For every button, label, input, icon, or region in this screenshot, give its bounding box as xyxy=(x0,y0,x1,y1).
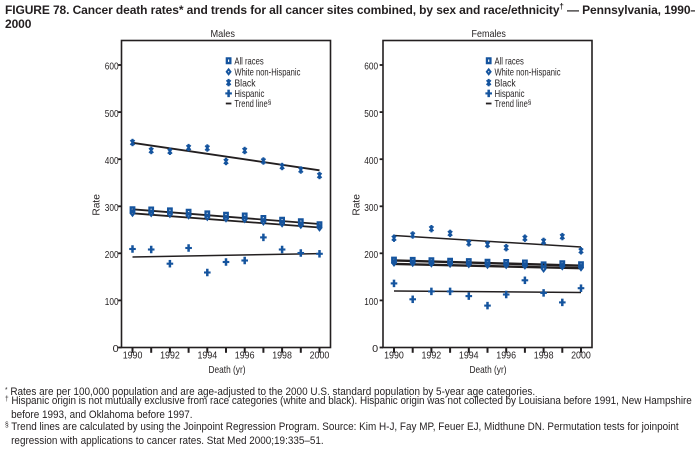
svg-text:Death (yr): Death (yr) xyxy=(209,365,246,376)
svg-text:600: 600 xyxy=(364,62,378,73)
svg-text:Trend line§: Trend line§ xyxy=(495,99,532,110)
svg-text:300: 300 xyxy=(105,203,119,214)
svg-text:400: 400 xyxy=(105,156,119,167)
svg-text:White non-Hispanic: White non-Hispanic xyxy=(495,68,561,79)
svg-text:Rate: Rate xyxy=(92,194,103,216)
svg-text:0: 0 xyxy=(372,344,378,355)
svg-text:200: 200 xyxy=(364,250,378,261)
svg-text:1998: 1998 xyxy=(272,350,292,361)
svg-text:All races: All races xyxy=(234,57,263,68)
svg-text:Death (yr): Death (yr) xyxy=(470,365,507,376)
svg-text:1990: 1990 xyxy=(384,350,404,361)
svg-text:400: 400 xyxy=(364,156,378,167)
svg-text:2000: 2000 xyxy=(571,350,591,361)
svg-text:Males: Males xyxy=(211,29,236,40)
svg-text:1998: 1998 xyxy=(534,350,554,361)
svg-text:100: 100 xyxy=(105,297,119,308)
svg-text:200: 200 xyxy=(105,250,119,261)
svg-text:100: 100 xyxy=(364,297,378,308)
svg-text:1996: 1996 xyxy=(235,350,255,361)
svg-text:600: 600 xyxy=(105,62,119,73)
svg-text:0: 0 xyxy=(113,344,119,355)
svg-text:500: 500 xyxy=(364,109,378,120)
svg-text:500: 500 xyxy=(105,109,119,120)
svg-text:Black: Black xyxy=(495,78,517,89)
svg-text:1994: 1994 xyxy=(459,350,479,361)
svg-text:1992: 1992 xyxy=(422,350,442,361)
svg-text:1996: 1996 xyxy=(496,350,516,361)
svg-text:1992: 1992 xyxy=(160,350,180,361)
svg-text:Hispanic: Hispanic xyxy=(495,89,525,100)
svg-text:All races: All races xyxy=(495,57,524,68)
svg-text:2000: 2000 xyxy=(310,350,330,361)
svg-text:Rate: Rate xyxy=(352,194,363,216)
svg-text:Hispanic: Hispanic xyxy=(234,89,264,100)
svg-text:White non-Hispanic: White non-Hispanic xyxy=(234,68,300,79)
svg-text:Trend line§: Trend line§ xyxy=(234,99,271,110)
svg-text:1994: 1994 xyxy=(198,350,218,361)
svg-text:300: 300 xyxy=(364,203,378,214)
svg-text:Black: Black xyxy=(234,78,256,89)
svg-text:Females: Females xyxy=(472,29,506,40)
svg-text:1990: 1990 xyxy=(123,350,143,361)
